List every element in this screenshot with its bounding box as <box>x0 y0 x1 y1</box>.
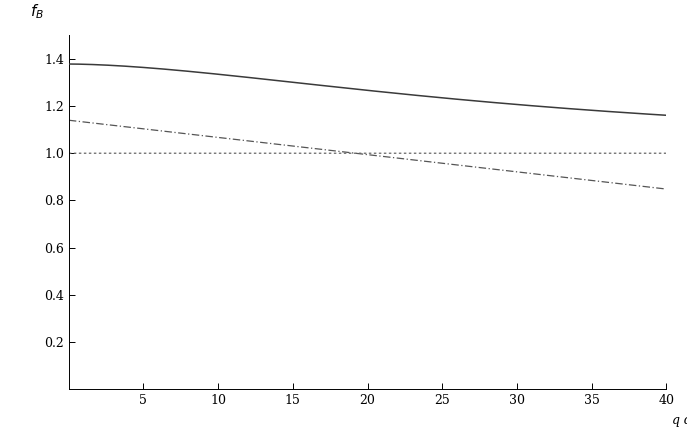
Text: q dk: q dk <box>673 414 687 427</box>
Text: $f_B$: $f_B$ <box>30 3 44 21</box>
